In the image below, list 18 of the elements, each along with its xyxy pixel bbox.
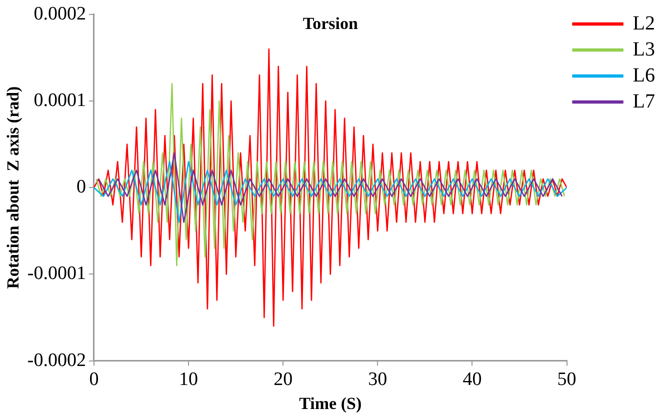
- x-tick-label: 10: [179, 369, 198, 390]
- chart-title: Torsion: [302, 14, 358, 33]
- x-tick-label: 0: [89, 369, 99, 390]
- legend-label: L2: [632, 12, 655, 34]
- legend-label: L7: [632, 90, 655, 112]
- y-tick-label: 0.0002: [34, 3, 86, 24]
- x-tick-label: 50: [557, 369, 576, 390]
- legend-label: L3: [632, 38, 655, 60]
- y-tick-label: 0.0001: [34, 90, 86, 111]
- legend-label: L6: [632, 64, 655, 86]
- x-tick-label: 40: [462, 369, 482, 390]
- y-tick-label: 0: [76, 176, 86, 198]
- y-axis-title: Rotation about Z axis (rad): [4, 86, 23, 289]
- y-tick-label: -0.0002: [27, 350, 86, 371]
- x-tick-label: 30: [368, 369, 388, 390]
- x-tick-label: 20: [274, 369, 293, 390]
- x-axis-title: Time (S): [299, 394, 362, 414]
- y-tick-label: -0.0001: [27, 263, 86, 284]
